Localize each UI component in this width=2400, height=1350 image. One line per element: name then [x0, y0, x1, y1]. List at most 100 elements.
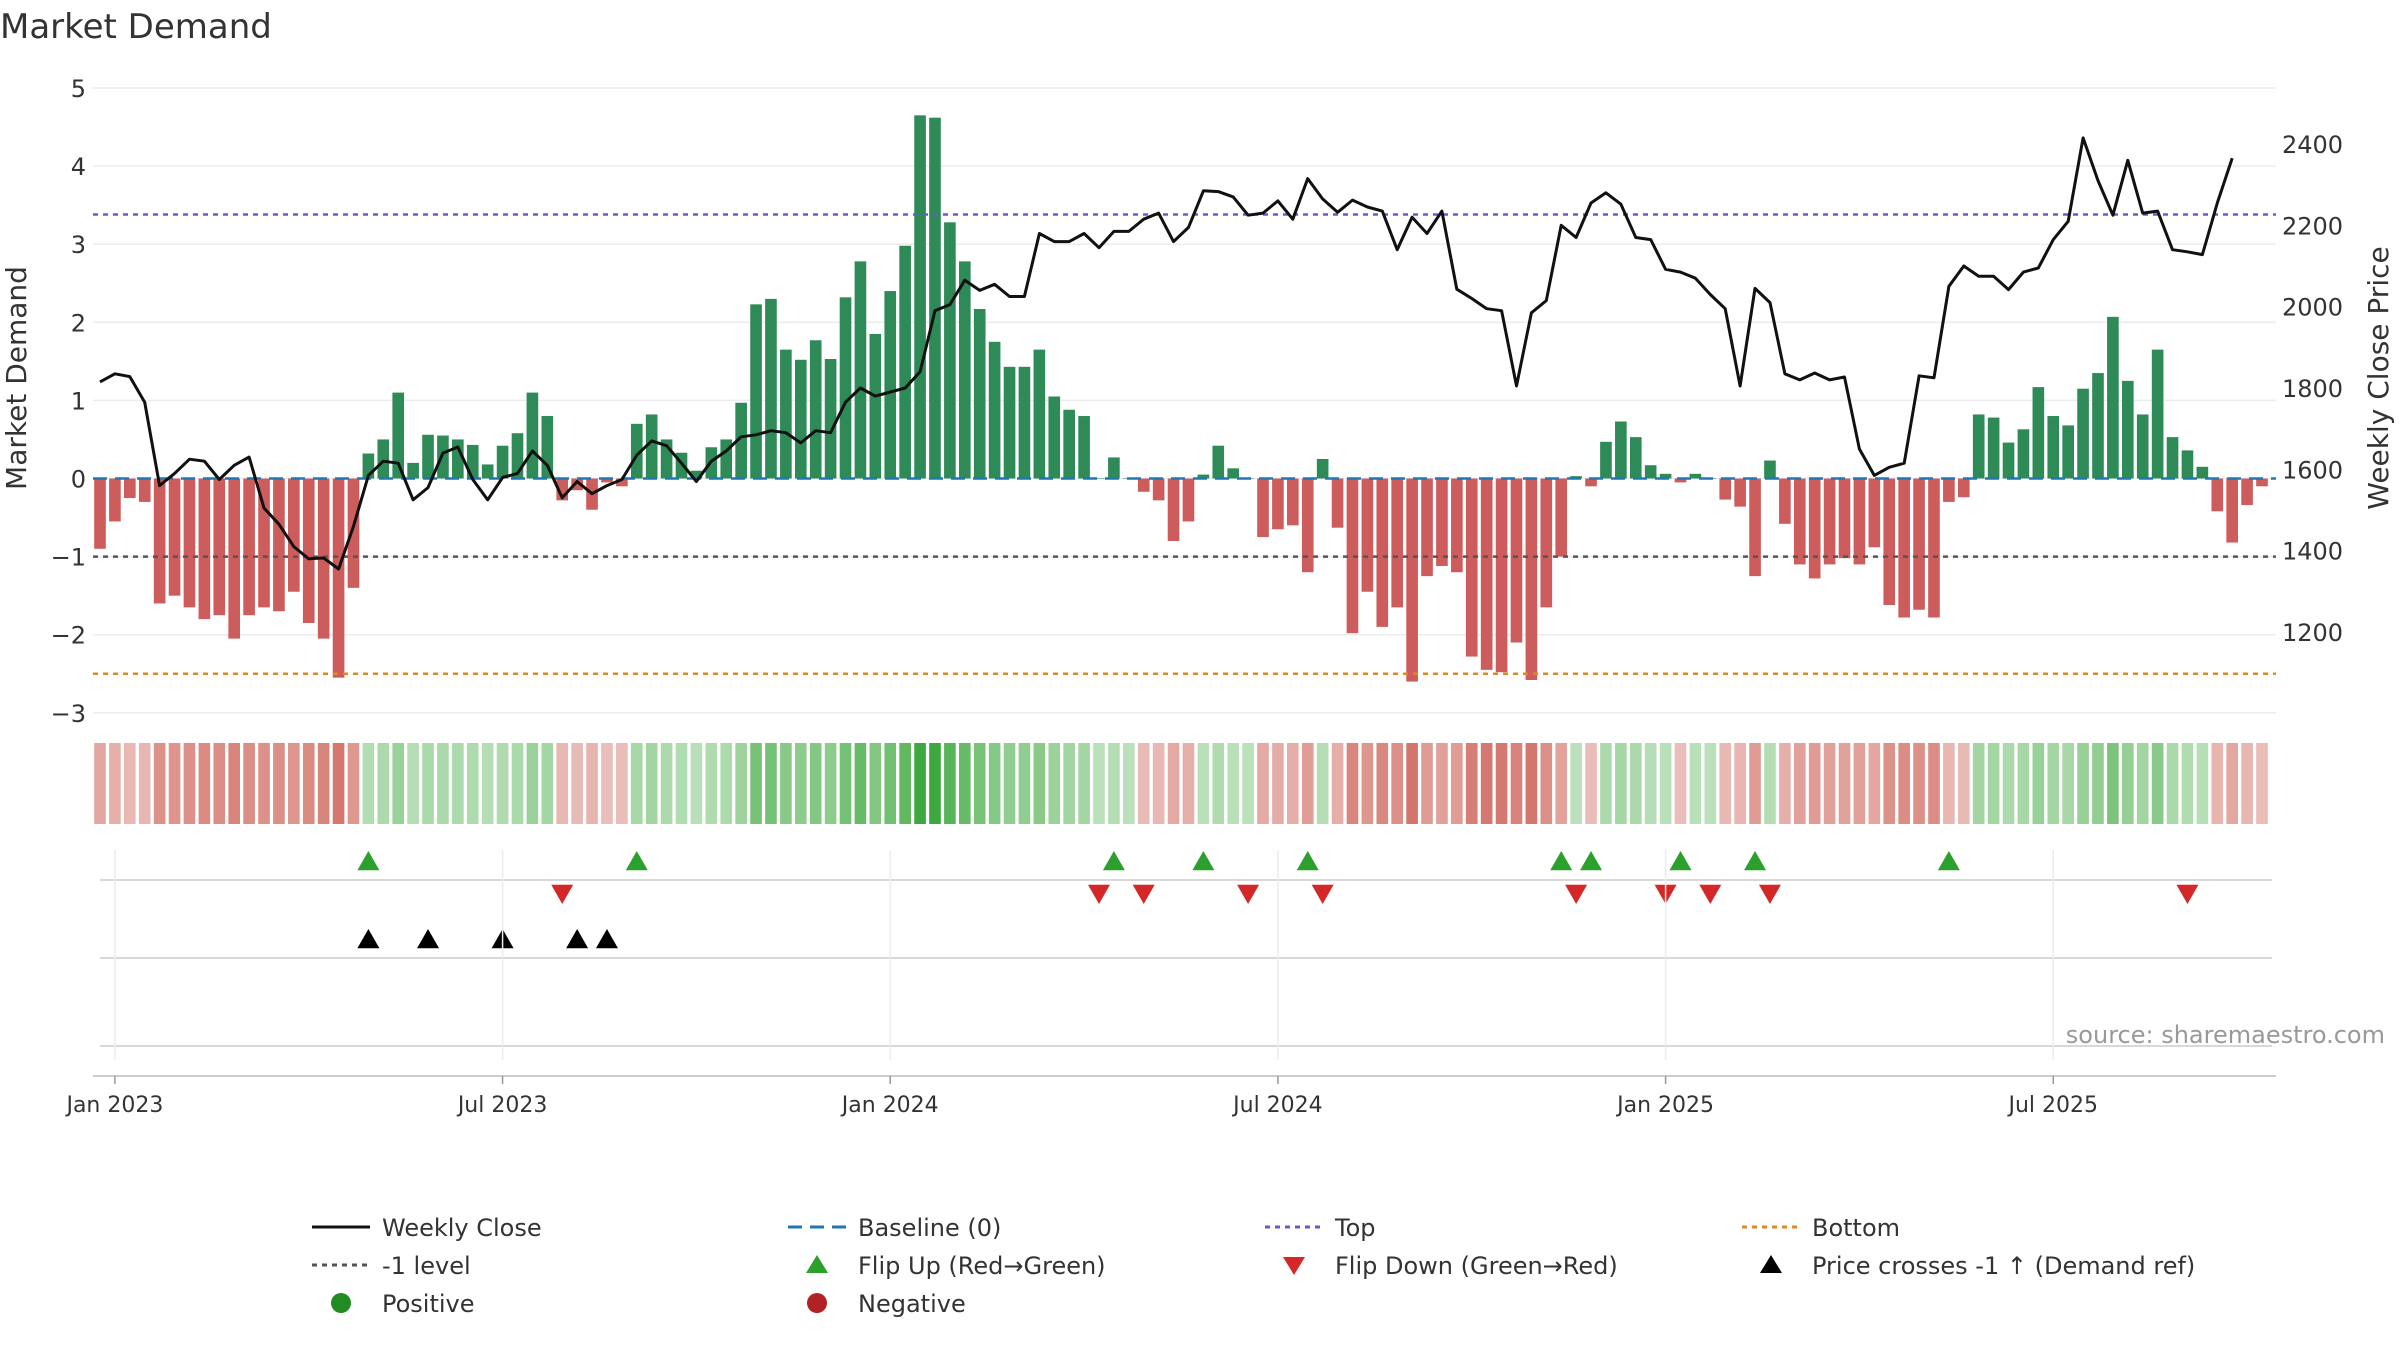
heat-cell [452, 743, 464, 824]
heat-cell [586, 743, 598, 824]
heat-cell [1987, 743, 2000, 824]
heat-cell [466, 743, 479, 824]
demand-bar [422, 434, 434, 479]
demand-bar [1451, 478, 1463, 573]
demand-bar [2032, 387, 2045, 479]
heat-cell [750, 743, 762, 824]
demand-bar [2211, 478, 2224, 512]
demand-bar [1495, 478, 1508, 673]
heat-cell [198, 743, 211, 824]
heat-cell [1570, 743, 1582, 824]
demand-bar [1585, 478, 1597, 487]
demand-bar [94, 478, 106, 549]
left-tick-label: 0 [71, 466, 86, 494]
heat-cell [1331, 743, 1344, 824]
demand-bar [332, 478, 345, 678]
right-y-axis: 2400 2200 2000 1800 1600 1400 1200 [2282, 131, 2343, 647]
demand-bar [1674, 478, 1687, 483]
right-tick-label: 1400 [2282, 538, 2343, 566]
demand-bar [213, 478, 226, 616]
heat-cell [302, 743, 315, 824]
flip-up-marker [625, 851, 648, 871]
heat-cell [1600, 743, 1612, 824]
heat-cell [496, 743, 509, 824]
demand-bar [452, 439, 464, 479]
demand-bar [1361, 478, 1374, 592]
heat-cell [973, 743, 986, 824]
heat-cell [1808, 743, 1821, 824]
demand-bar [362, 453, 375, 479]
demand-bar [1987, 417, 2000, 479]
heat-cell [571, 743, 583, 824]
heat-cell [1212, 743, 1225, 824]
legend-label: Flip Up (Red→Green) [858, 1252, 1106, 1280]
heat-cell [1421, 743, 1433, 824]
heat-cell [988, 743, 1001, 824]
demand-bar [1272, 478, 1284, 530]
left-tick-label: 3 [71, 231, 86, 259]
heat-cell [2002, 743, 2015, 824]
heat-cell [407, 743, 419, 824]
demand-bar [2047, 416, 2060, 479]
demand-bar [1033, 349, 1046, 479]
demand-bar [1719, 478, 1732, 500]
heat-cell [958, 743, 971, 824]
flip-down-marker [1311, 884, 1334, 904]
heat-cell [2092, 743, 2104, 824]
cross-up-marker [595, 929, 618, 949]
demand-bar [2151, 349, 2164, 479]
left-axis-label: Market Demand [0, 266, 33, 490]
demand-bar [183, 478, 196, 608]
heat-cell [1793, 743, 1806, 824]
demand-bar [1257, 478, 1269, 538]
demand-bar [2107, 316, 2119, 479]
demand-bar [854, 261, 867, 479]
chart-title: Market Demand [0, 7, 272, 47]
demand-bar [616, 478, 628, 487]
demand-bar [526, 392, 539, 479]
demand-bar [839, 297, 852, 479]
legend-label: Positive [382, 1290, 475, 1318]
flip-down-marker [1758, 884, 1781, 904]
legend-label: Top [1334, 1214, 1376, 1242]
demand-bar [1808, 478, 1821, 579]
heat-cell [2241, 743, 2253, 824]
demand-bar [1301, 478, 1314, 573]
demand-bar [243, 478, 255, 616]
heat-cell [2166, 743, 2179, 824]
heat-cell [1972, 743, 1985, 824]
right-tick-label: 1800 [2282, 375, 2343, 403]
demand-bar [1227, 468, 1240, 479]
demand-bar [2256, 478, 2268, 487]
heat-cell [1242, 743, 1254, 824]
heat-cell [720, 743, 733, 824]
demand-bar [720, 439, 733, 479]
demand-bar [1391, 478, 1404, 608]
demand-bar [1913, 478, 1925, 610]
x-tick-label: Jan 2023 [64, 1093, 163, 1118]
x-tick-label: Jan 2025 [1615, 1093, 1714, 1118]
flip-down-marker [551, 884, 574, 904]
heat-cell [616, 743, 628, 824]
cross-up-marker [357, 929, 380, 949]
right-tick-label: 2000 [2282, 294, 2343, 322]
flip-up-marker [1580, 851, 1603, 871]
heat-cell [780, 743, 792, 824]
left-tick-label: −1 [51, 544, 86, 572]
demand-bar [541, 416, 554, 479]
heat-cell [884, 743, 897, 824]
heat-cell [869, 743, 882, 824]
heat-cell [645, 743, 658, 824]
demand-bar [466, 444, 479, 479]
demand-bar [1823, 478, 1836, 565]
demand-bars [94, 115, 2268, 682]
demand-bar [1346, 478, 1359, 634]
heat-cell [1913, 743, 1925, 824]
demand-bar [1018, 366, 1031, 479]
heat-cell [124, 743, 136, 824]
heat-cell [1451, 743, 1463, 824]
heat-cell [794, 743, 807, 824]
demand-bar [1510, 478, 1523, 643]
left-tick-label: 2 [71, 309, 86, 337]
legend-label: Bottom [1812, 1214, 1900, 1242]
